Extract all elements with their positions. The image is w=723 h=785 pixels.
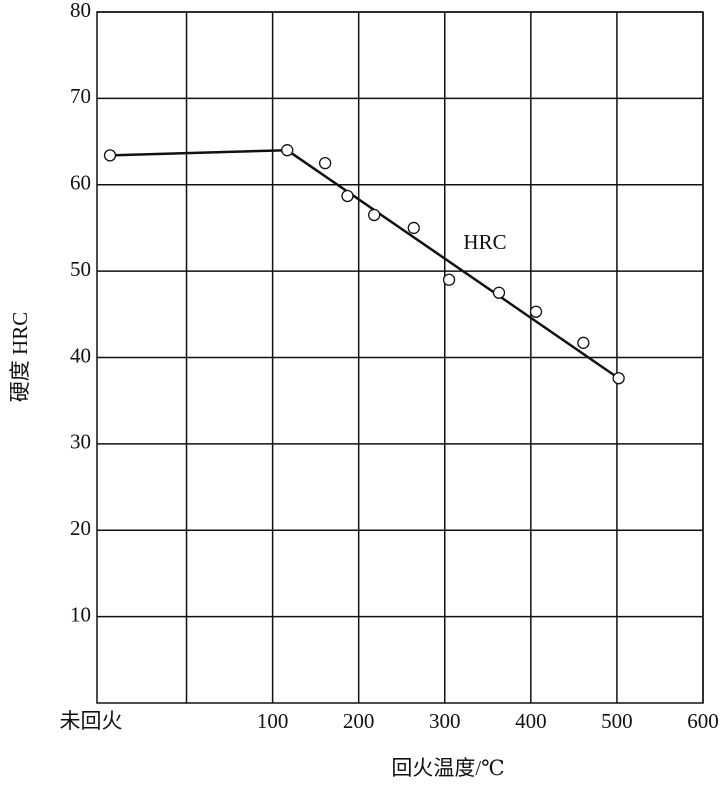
y-tick-label: 30 <box>70 430 91 454</box>
y-tick-label: 10 <box>70 602 91 626</box>
annotation: HRC <box>463 230 506 254</box>
x-tick-label: 100 <box>257 709 289 733</box>
data-point <box>529 305 543 318</box>
data-point <box>577 336 590 349</box>
x-tick-label: 未回火 <box>60 709 123 733</box>
untempered-line <box>109 148 288 157</box>
y-tick-label: 50 <box>70 257 91 281</box>
y-tick-label: 70 <box>70 84 91 108</box>
data-point <box>103 149 117 162</box>
data-point <box>612 372 625 385</box>
x-axis-label: 回火温度/℃ <box>391 756 504 780</box>
data-point <box>368 208 381 222</box>
x-tick-label: 200 <box>343 709 375 733</box>
data-point <box>492 286 506 299</box>
x-tick-label: 600 <box>687 709 719 733</box>
x-tick-label: 500 <box>601 709 633 733</box>
y-tick-label: 60 <box>70 171 91 195</box>
y-tick-label: 20 <box>70 516 91 540</box>
x-tick-label: 400 <box>515 709 547 733</box>
data-point <box>281 144 294 157</box>
y-tick-label: 80 <box>70 0 91 22</box>
y-axis-label: 硬度 HRC <box>8 312 32 402</box>
y-tick-label: 40 <box>70 343 91 367</box>
fit-line <box>286 149 620 380</box>
data-point <box>407 221 420 235</box>
data-point <box>318 157 332 170</box>
data-point <box>442 273 456 286</box>
data-point <box>341 189 354 203</box>
x-tick-label: 300 <box>429 709 461 733</box>
